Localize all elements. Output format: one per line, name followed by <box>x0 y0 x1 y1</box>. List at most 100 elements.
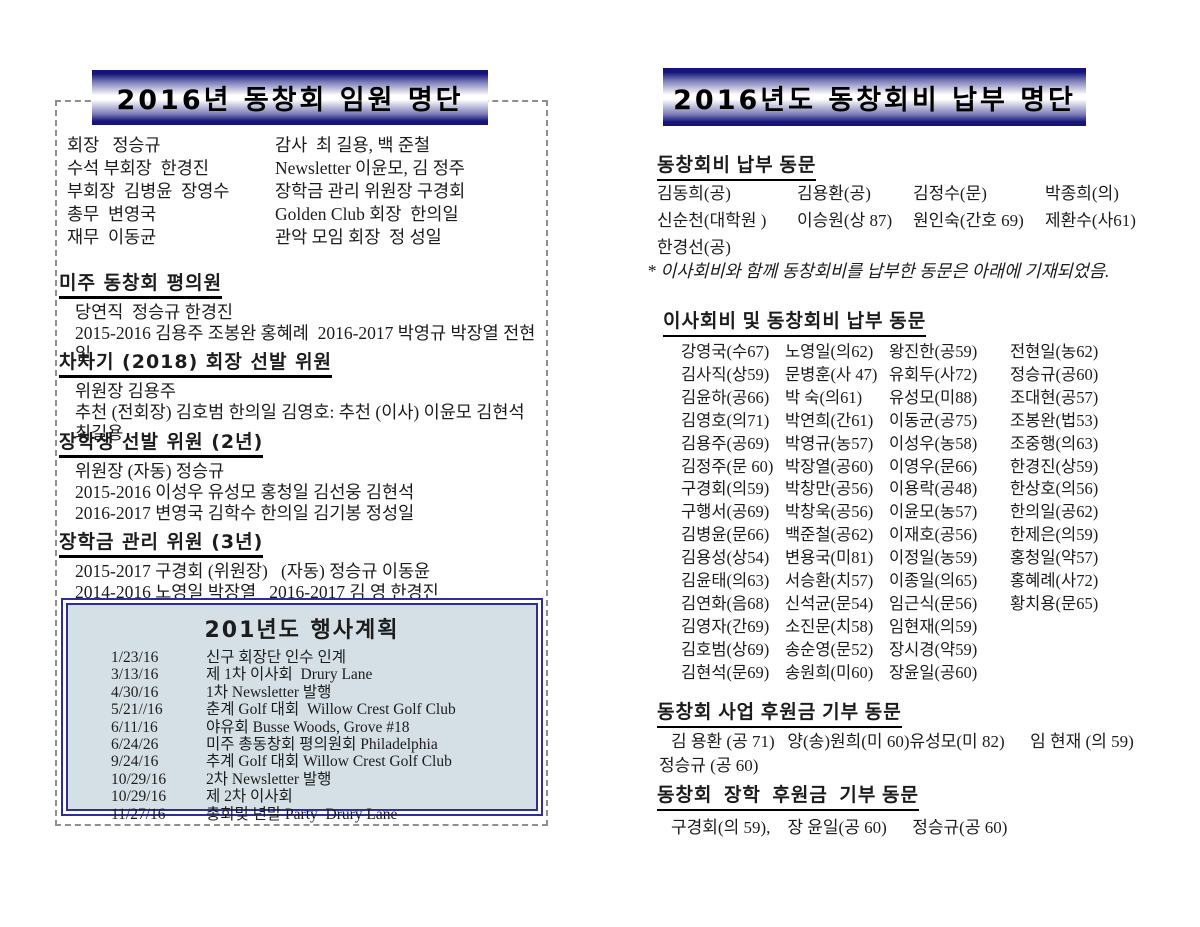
event-description: 춘계 Golf 대회 Willow Crest Golf Club <box>206 701 456 719</box>
left-column-box: 회장 정승규 감사 최 길용, 백 준철 수석 부회장 한경진 Newsletter … <box>55 100 548 826</box>
board-dues-member: 김용성(상54) <box>681 548 770 568</box>
board-dues-member <box>1010 639 1181 662</box>
event-description: 제 1차 이사회 Drury Lane <box>206 666 373 684</box>
event-schedule-rows: 1/23/16 신구 회장단 인수 인계 3/13/16 제 1차 이사회 Drury… <box>111 649 541 823</box>
section-line: 추천 (전회장) 김호범 한의일 김영호: 추천 (이사) 이윤모 김현석 최길… <box>75 402 534 443</box>
board-dues-member: 김현석(문69) <box>681 662 770 682</box>
scholarship-donation-line: 구경회(의 59), 장 윤일(공 60) 정승규(공 60) <box>671 818 1008 837</box>
event-description: 미주 총동창회 평의원회 Philadelphia <box>206 736 438 754</box>
event-date: 10/29/16 <box>111 788 167 806</box>
event-description: 2차 Newsletter 발행 <box>206 770 332 788</box>
dues-member <box>1045 234 1177 261</box>
dues-member: 한경선(공) <box>657 238 731 257</box>
event-date: 10/29/16 <box>111 770 167 788</box>
section-title: 미주 동창회 평의원 <box>59 268 223 299</box>
board-dues-member: 박영규(농57) <box>785 433 874 453</box>
section-line: 2015-2017 구경회 (위원장) (자동) 정승규 이동윤 <box>75 561 431 581</box>
board-dues-member: 한경진(상59) <box>1010 456 1099 476</box>
event-description: 총회및 년말 Party Drury Lane <box>206 805 398 823</box>
board-dues-member: 강영국(수67) <box>681 342 770 361</box>
board-dues-member: 김사직(상59) <box>681 364 770 384</box>
business-donation-section-title: 동창회 사업 후원금 기부 동문 <box>657 697 902 728</box>
board-dues-member: 노영일(의62) <box>785 342 874 361</box>
event-description: 1차 Newsletter 발행 <box>206 683 332 701</box>
event-description: 야유회 Busse Woods, Grove #18 <box>206 718 410 736</box>
board-dues-section-title: 이사회비 및 동창회비 납부 동문 <box>663 306 927 337</box>
event-schedule-title: 201년도 행사계획 <box>204 618 400 643</box>
event-description: 신구 회장단 인수 인계 <box>206 649 346 666</box>
board-dues-member: 서승환(치57) <box>785 571 874 591</box>
board-dues-member: 이종일(의65) <box>889 571 978 591</box>
board-dues-member: 신석균(문54) <box>785 593 874 613</box>
event-date: 5/21//16 <box>111 701 163 719</box>
officer-entry: 수석 부회장 한경진 <box>67 158 209 178</box>
officer-entry: 총무 변영국 <box>67 204 157 224</box>
board-dues-member: 유회두(사72) <box>889 364 978 384</box>
section-line: 2014-2016 노영일 박장열 2016-2017 김 영 한경진 <box>75 582 439 602</box>
board-dues-member: 이성우(농58) <box>889 433 978 453</box>
board-dues-member: 김윤하(공66) <box>681 387 770 407</box>
section-scholar-selection-committee: 장학생 선발 위원 (2년) 위원장 (자동) 정승규 2015-2016 이성우 … <box>59 427 545 524</box>
officer-entry: 재무 이동균 <box>67 227 157 247</box>
event-date: 6/24/26 <box>111 736 159 754</box>
board-dues-member: 송원희(미60) <box>785 662 874 682</box>
board-dues-member: 정승규(공60) <box>1010 364 1099 384</box>
board-dues-member: 이용락(공48) <box>889 479 978 499</box>
board-dues-member: 박 숙(의61) <box>785 387 863 407</box>
right-banner-title: 2016년도 동창회비 납부 명단 <box>663 68 1086 126</box>
officer-entry: 장학금 관리 위원장 구경회 <box>275 181 466 201</box>
dues-member: 김동희(공) <box>657 184 731 203</box>
board-dues-member: 유성모(미88) <box>889 387 978 407</box>
board-dues-member: 구경회(의59) <box>681 479 770 499</box>
event-date: 3/13/16 <box>111 666 159 684</box>
section-line: 2016-2017 변영국 김학수 한의일 김기봉 정성일 <box>75 503 415 523</box>
dues-member: 김정수(문) <box>913 184 987 203</box>
dues-member: 원인숙(간호 69) <box>913 211 1024 230</box>
board-dues-member: 백준철(공62) <box>785 525 874 545</box>
board-dues-member: 조봉완(법53) <box>1010 410 1099 430</box>
event-schedule-box: 201년도 행사계획 1/23/16 신구 회장단 인수 인계 3/13/16 제 1… <box>61 598 543 823</box>
officer-entry: 감사 최 길용, 백 준철 <box>275 135 431 155</box>
dues-member <box>913 234 1045 261</box>
board-dues-member-grid: 강영국(수67) 노영일(의62) 왕진한(공59) 전현일(농62) 김사직(상59)… <box>681 341 1181 685</box>
board-dues-member: 임현재(의59) <box>889 616 978 636</box>
section-scholarship-management-committee: 장학금 관리 위원 (3년) 2015-2017 구경회 (위원장) (자동) 정… <box>59 527 545 603</box>
section-line: 위원장 김용주 <box>75 381 176 401</box>
board-dues-member: 박창만(공56) <box>785 479 874 499</box>
section-line: 2015-2016 이성우 유성모 홍청일 김선웅 김현석 <box>75 482 415 502</box>
board-dues-member: 이영우(문66) <box>889 456 978 476</box>
officer-entry: 부회장 김병윤 장영수 <box>67 181 230 201</box>
scholarship-donation-section-title: 동창회 장학 후원금 기부 동문 <box>657 780 920 811</box>
officer-entry: 회장 정승규 <box>67 135 161 155</box>
board-dues-member: 조대현(공57) <box>1010 387 1099 407</box>
board-dues-member: 조중행(의63) <box>1010 433 1099 453</box>
officer-entry: 관악 모임 회장 정 성일 <box>275 227 442 247</box>
board-dues-member: 이정일(농59) <box>889 548 978 568</box>
dues-member: 이승원(상 87) <box>797 211 893 230</box>
officer-list: 회장 정승규 감사 최 길용, 백 준철 수석 부회장 한경진 Newsletter … <box>67 134 537 249</box>
board-dues-member: 구행서(공69) <box>681 502 770 522</box>
board-dues-member: 김병윤(문66) <box>681 525 770 545</box>
event-date: 11/27/16 <box>111 805 166 823</box>
board-dues-member: 김윤태(의63) <box>681 571 770 591</box>
board-dues-member: 송순영(문52) <box>785 639 874 659</box>
dues-member: 제환수(사61) <box>1045 211 1136 230</box>
event-description: 제 2차 이사회 <box>206 788 293 806</box>
board-dues-member: 이윤모(농57) <box>889 502 978 522</box>
section-line: 당연직 정승규 한경진 <box>75 302 234 322</box>
board-dues-member: 황치용(문65) <box>1010 593 1099 613</box>
dues-member-grid: 김동희(공) 김용환(공) 김정수(문) 박종희(의) 신순천(대학원 ) 이승원(상 8… <box>657 180 1177 261</box>
board-dues-member: 박장열(공60) <box>785 456 874 476</box>
board-dues-member: 문병훈(사 47) <box>785 364 878 384</box>
board-dues-member: 임근식(문56) <box>889 593 978 613</box>
event-date: 9/24/16 <box>111 753 159 771</box>
board-dues-member: 장윤일(공60) <box>889 662 978 682</box>
board-dues-member: 이동균(공75) <box>889 410 978 430</box>
board-dues-member <box>1010 662 1181 685</box>
board-dues-member <box>1010 616 1181 639</box>
board-dues-member: 김용주(공69) <box>681 433 770 453</box>
event-date: 1/23/16 <box>111 649 159 666</box>
board-dues-member: 박연희(간61) <box>785 410 874 430</box>
dues-member: 김용환(공) <box>797 184 871 203</box>
